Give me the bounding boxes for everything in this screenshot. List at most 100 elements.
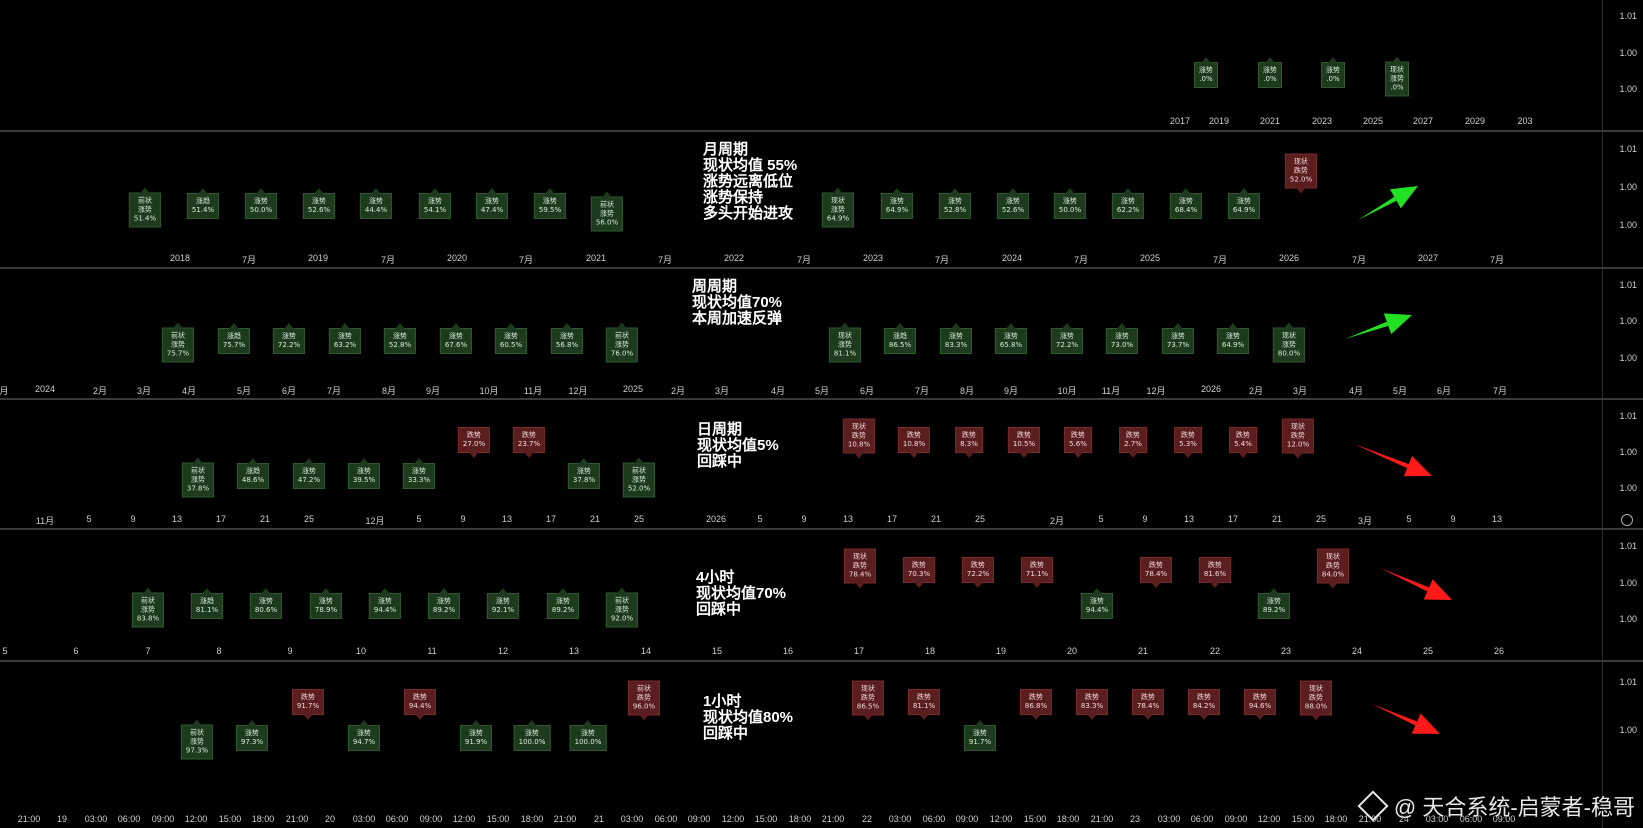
trend-up-marker[interactable]: 涨势 50.0% — [244, 188, 278, 219]
trend-up-marker[interactable]: 涨势 59.5% — [533, 188, 567, 219]
trend-up-marker[interactable]: 涨势 33.3% — [402, 458, 436, 489]
trend-up-marker[interactable]: 前状 涨势 56.0% — [590, 191, 624, 232]
trend-up-marker[interactable]: 涨势 .0% — [1194, 57, 1218, 88]
trend-up-marker[interactable]: 涨势 73.7% — [1161, 323, 1195, 354]
chart-panel-p6[interactable]: 1.01 1.00 21:00 19 03:00 06:00 09:00 12:00 15:00… — [0, 662, 1643, 828]
trend-up-marker[interactable]: 涨势 65.8% — [994, 323, 1028, 354]
trend-up-marker[interactable]: 涨势 72.2% — [272, 323, 306, 354]
trend-up-marker[interactable]: 涨势 37.8% — [567, 458, 601, 489]
chart-panel-p4[interactable]: 1.01 1.00 1.00 11月 5 9 13 17 21 25 12月 5 9 13 17 21 25 20… — [0, 400, 1643, 528]
trend-up-marker[interactable]: 涨势 72.2% — [1050, 323, 1084, 354]
trend-up-marker[interactable]: 前状 涨势 75.7% — [161, 322, 195, 363]
trend-up-marker[interactable]: 涨势 64.9% — [1227, 188, 1261, 219]
trend-up-marker[interactable]: 涨势 54.1% — [418, 188, 452, 219]
trend-down-marker[interactable]: 跌势 71.1% — [1020, 557, 1054, 588]
trend-down-marker[interactable]: 跌势 81.1% — [907, 689, 941, 720]
price-axis[interactable]: 1.01 1.00 1.00 — [1602, 530, 1643, 660]
trend-up-marker[interactable]: 涨势 52.6% — [302, 188, 336, 219]
trend-up-marker[interactable]: 涨势 64.9% — [880, 188, 914, 219]
trend-down-marker[interactable]: 现状 跌势 12.0% — [1281, 418, 1315, 459]
chart-panel-p1[interactable]: 1.01 1.00 1.00 2017 2019 2021 2023 2025 2027 2029… — [0, 0, 1643, 130]
trend-up-marker[interactable]: 涨势 52.8% — [938, 188, 972, 219]
trend-up-marker[interactable]: 涨势 56.8% — [550, 323, 584, 354]
trend-up-marker[interactable]: 涨势 68.4% — [1169, 188, 1203, 219]
trend-down-marker[interactable]: 跌势 10.8% — [897, 427, 931, 458]
trend-down-marker[interactable]: 现状 跌势 52.0% — [1284, 153, 1318, 194]
trend-down-marker[interactable]: 跌势 5.4% — [1229, 427, 1257, 458]
trend-up-marker[interactable]: 前状 涨势 97.3% — [180, 719, 214, 760]
trend-down-marker[interactable]: 跌势 94.6% — [1243, 689, 1277, 720]
trend-down-marker[interactable]: 前状 跌势 96.0% — [627, 680, 661, 721]
trend-up-marker[interactable]: 涨势 52.6% — [996, 188, 1030, 219]
trend-up-marker[interactable]: 涨势 .0% — [1258, 57, 1282, 88]
panel-divider[interactable] — [0, 130, 1643, 132]
trend-up-marker[interactable]: 涨势 94.4% — [368, 588, 402, 619]
trend-down-marker[interactable]: 跌势 78.4% — [1139, 557, 1173, 588]
trend-up-marker[interactable]: 现状 涨势 80.0% — [1272, 322, 1306, 363]
trend-down-marker[interactable]: 跌势 84.2% — [1187, 689, 1221, 720]
trend-down-marker[interactable]: 跌势 91.7% — [291, 689, 325, 720]
trend-up-marker[interactable]: 涨趋 48.6% — [236, 458, 270, 489]
trend-down-marker[interactable]: 现状 跌势 86.5% — [851, 680, 885, 721]
trend-up-marker[interactable]: 现状 涨势 .0% — [1385, 56, 1409, 97]
trend-up-marker[interactable]: 前状 涨势 83.8% — [131, 587, 165, 628]
trend-up-marker[interactable]: 涨趋 81.1% — [190, 588, 224, 619]
axis-settings-icon[interactable] — [1621, 514, 1633, 526]
price-axis[interactable]: 1.01 1.00 1.00 — [1602, 132, 1643, 267]
price-axis[interactable]: 1.01 1.00 1.00 — [1602, 400, 1643, 528]
trend-down-marker[interactable]: 跌势 86.8% — [1019, 689, 1053, 720]
trend-down-marker[interactable]: 跌势 81.6% — [1198, 557, 1232, 588]
trend-up-marker[interactable]: 前状 涨势 76.0% — [605, 322, 639, 363]
chart-panel-p5[interactable]: 1.01 1.00 1.00 5 6 7 8 9 10 11 12 13 14 15 16 17 18 19 20 2… — [0, 530, 1643, 660]
price-axis[interactable]: 1.01 1.00 1.00 — [1602, 0, 1643, 130]
trend-up-marker[interactable]: 涨势 62.2% — [1111, 188, 1145, 219]
trend-up-marker[interactable]: 前状 涨势 51.4% — [128, 187, 162, 228]
trend-up-marker[interactable]: 涨势 73.0% — [1105, 323, 1139, 354]
trend-down-marker[interactable]: 跌势 2.7% — [1119, 427, 1147, 458]
trend-up-marker[interactable]: 涨势 100.0% — [569, 720, 607, 751]
trend-up-marker[interactable]: 涨势 78.9% — [309, 588, 343, 619]
trend-up-marker[interactable]: 现状 涨势 81.1% — [828, 322, 862, 363]
trend-down-marker[interactable]: 现状 跌势 78.4% — [843, 548, 877, 589]
chart-panel-p3[interactable]: 1.01 1.00 1.00 月 2024 2月 3月 4月 5月 6月 7月 8月 9月 10月 11月 1… — [0, 269, 1643, 398]
trend-up-marker[interactable]: 涨势 92.1% — [486, 588, 520, 619]
panel-divider[interactable] — [0, 398, 1643, 400]
trend-up-marker[interactable]: 涨势 52.8% — [383, 323, 417, 354]
trend-down-marker[interactable]: 现状 跌势 88.0% — [1299, 680, 1333, 721]
trend-down-marker[interactable]: 跌势 78.4% — [1131, 689, 1165, 720]
trend-up-marker[interactable]: 涨势 44.4% — [359, 188, 393, 219]
trend-up-marker[interactable]: 涨势 89.2% — [427, 588, 461, 619]
trend-up-marker[interactable]: 涨趋 75.7% — [217, 323, 251, 354]
trend-up-marker[interactable]: 涨势 100.0% — [513, 720, 551, 751]
trend-up-marker[interactable]: 涨势 47.2% — [292, 458, 326, 489]
trend-up-marker[interactable]: 涨势 50.0% — [1053, 188, 1087, 219]
chart-panel-p2[interactable]: 1.01 1.00 1.00 2018 7月 2019 7月 2020 7月 2021 7月 2022… — [0, 132, 1643, 267]
trend-down-marker[interactable]: 现状 跌势 84.0% — [1316, 548, 1350, 589]
panel-divider[interactable] — [0, 528, 1643, 530]
trend-up-marker[interactable]: 涨势 .0% — [1321, 57, 1345, 88]
trend-up-marker[interactable]: 涨势 91.9% — [459, 720, 493, 751]
price-axis[interactable]: 1.01 1.00 — [1602, 662, 1643, 828]
trend-down-marker[interactable]: 跌势 8.3% — [955, 427, 983, 458]
trend-up-marker[interactable]: 涨势 89.2% — [546, 588, 580, 619]
trend-up-marker[interactable]: 涨势 64.9% — [1216, 323, 1250, 354]
trend-up-marker[interactable]: 涨势 67.6% — [439, 323, 473, 354]
trend-down-marker[interactable]: 跌势 27.0% — [457, 427, 491, 458]
trend-down-marker[interactable]: 跌势 70.3% — [902, 557, 936, 588]
trend-down-marker[interactable]: 跌势 5.6% — [1064, 427, 1092, 458]
trend-down-marker[interactable]: 跌势 23.7% — [512, 427, 546, 458]
trend-up-marker[interactable]: 涨趋 51.4% — [186, 188, 220, 219]
trend-up-marker[interactable]: 前状 涨势 37.8% — [181, 457, 215, 498]
trend-up-marker[interactable]: 前状 涨势 92.0% — [605, 587, 639, 628]
trend-up-marker[interactable]: 现状 涨势 64.9% — [821, 187, 855, 228]
trend-up-marker[interactable]: 涨势 63.2% — [328, 323, 362, 354]
trend-up-marker[interactable]: 涨趋 86.5% — [883, 323, 917, 354]
trend-up-marker[interactable]: 涨势 83.3% — [939, 323, 973, 354]
trend-up-marker[interactable]: 涨势 60.5% — [494, 323, 528, 354]
trend-up-marker[interactable]: 前状 涨势 52.0% — [622, 457, 656, 498]
trend-up-marker[interactable]: 涨势 91.7% — [963, 720, 997, 751]
trend-down-marker[interactable]: 跌势 5.3% — [1174, 427, 1202, 458]
panel-divider[interactable] — [0, 660, 1643, 662]
price-axis[interactable]: 1.01 1.00 1.00 — [1602, 269, 1643, 398]
trend-up-marker[interactable]: 涨势 80.6% — [249, 588, 283, 619]
